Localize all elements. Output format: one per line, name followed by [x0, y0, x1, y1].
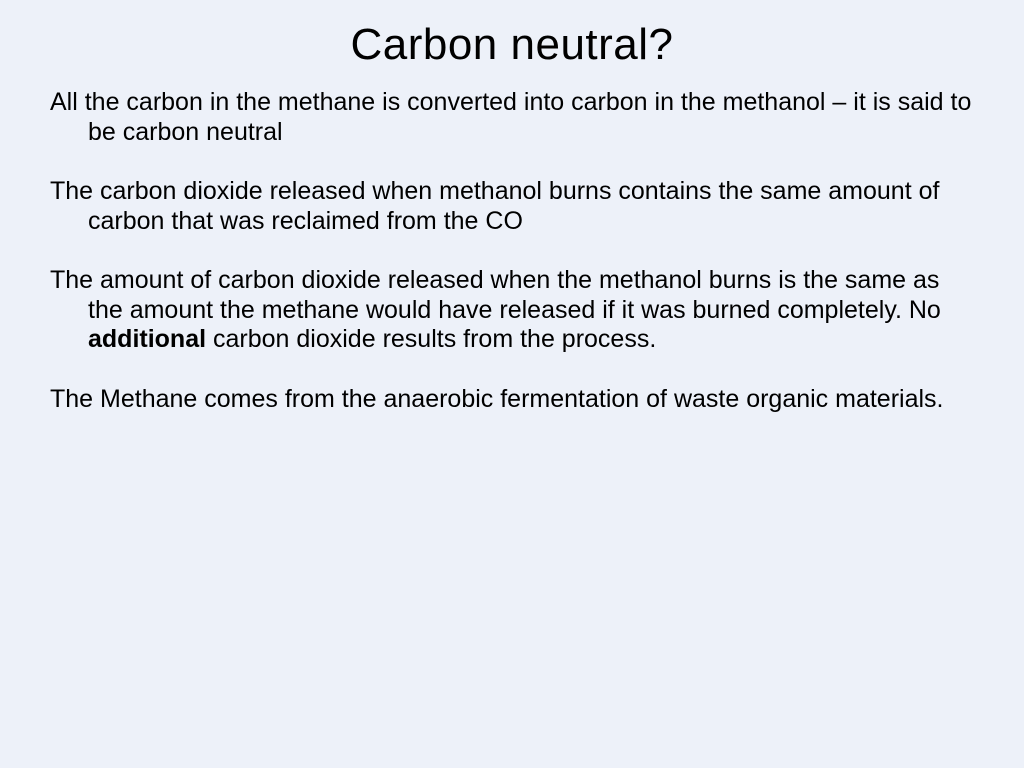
paragraph-3-bold: additional: [88, 325, 206, 353]
paragraph-3-after: carbon dioxide results from the process.: [206, 325, 656, 353]
paragraph-4: The Methane comes from the anaerobic fer…: [50, 385, 974, 415]
slide-container: Carbon neutral? All the carbon in the me…: [0, 0, 1024, 768]
paragraph-2: The carbon dioxide released when methano…: [50, 177, 974, 236]
slide-title: Carbon neutral?: [50, 20, 974, 70]
paragraph-3: The amount of carbon dioxide released wh…: [50, 266, 974, 355]
paragraph-1: All the carbon in the methane is convert…: [50, 88, 974, 147]
paragraph-1-text: All the carbon in the methane is convert…: [50, 88, 971, 146]
paragraph-4-text: The Methane comes from the anaerobic fer…: [50, 385, 944, 413]
slide-body: All the carbon in the methane is convert…: [50, 88, 974, 414]
paragraph-2-text: The carbon dioxide released when methano…: [50, 177, 939, 235]
paragraph-3-before: The amount of carbon dioxide released wh…: [50, 266, 941, 324]
